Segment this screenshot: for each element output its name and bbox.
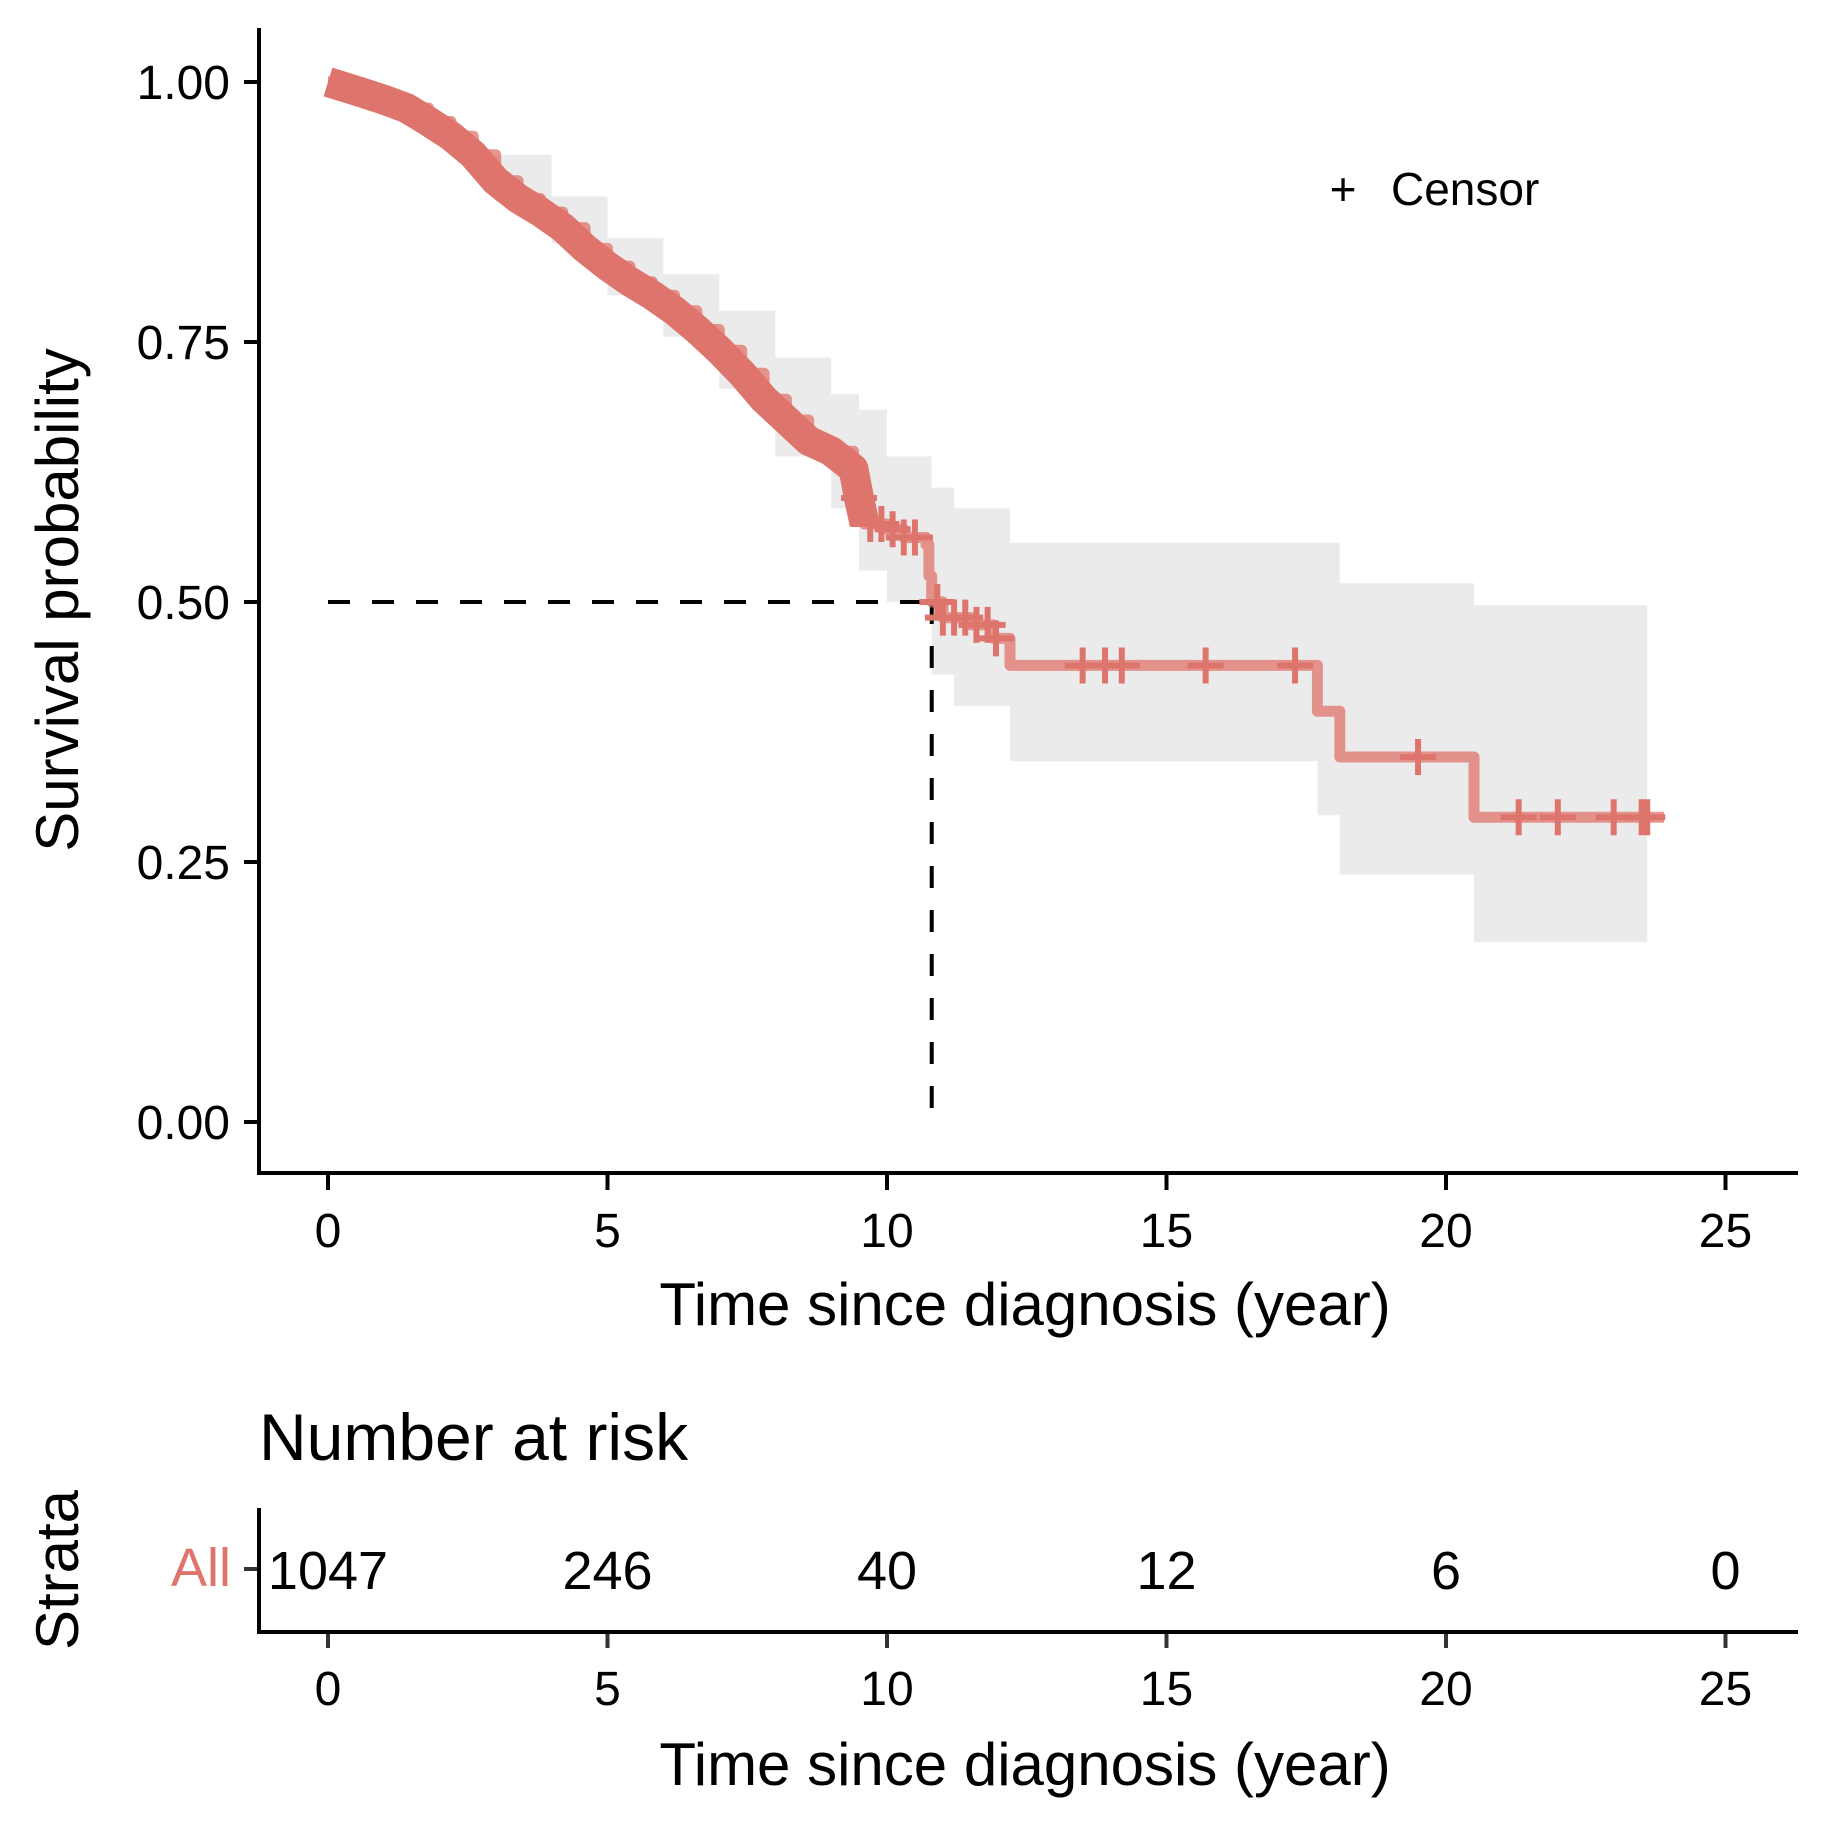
legend-censor-label: Censor [1391, 163, 1539, 215]
y-axis-title: Survival probability [24, 348, 91, 852]
censor-mark [919, 584, 956, 620]
x-tick-label: 15 [1140, 1205, 1193, 1258]
censor-marks [841, 480, 1666, 836]
risk-table-title: Number at risk [259, 1400, 689, 1474]
x-tick-label: 25 [1699, 1205, 1752, 1258]
survival-curve-dense-censor-band [323, 67, 880, 528]
legend: + Censor [1330, 163, 1540, 215]
censor-mark [841, 480, 878, 516]
x-tick-label: 5 [594, 1205, 621, 1258]
ci-band [328, 82, 1648, 943]
censor-mark [1187, 647, 1224, 684]
censor-mark [1400, 738, 1437, 775]
x-tick-label: 20 [1419, 1205, 1472, 1258]
risk-x-axis-ticks: 0 5 10 15 20 25 [315, 1634, 1752, 1716]
censor-mark [896, 519, 933, 556]
risk-x-tick-label: 25 [1699, 1663, 1752, 1716]
x-axis-ticks: 0 5 10 15 20 25 [315, 1175, 1752, 1258]
y-tick-label: 0.25 [137, 837, 230, 890]
y-tick-label: 0.75 [137, 317, 230, 370]
risk-count: 40 [857, 1541, 917, 1601]
legend-censor-symbol: + [1330, 163, 1357, 215]
y-tick-label: 0.00 [137, 1097, 230, 1150]
censor-mark [1500, 799, 1537, 836]
censor-mark [1539, 799, 1576, 836]
censor-mark [1103, 647, 1140, 684]
y-axis-ticks: 0.00 0.25 0.50 0.75 1.00 [137, 57, 259, 1150]
y-tick-label: 0.50 [137, 577, 230, 630]
risk-count: 246 [562, 1541, 652, 1601]
x-tick-label: 0 [315, 1205, 342, 1258]
x-axis-title: Time since diagnosis (year) [659, 1271, 1390, 1338]
risk-count: 6 [1431, 1541, 1461, 1601]
censor-mark [978, 620, 1015, 657]
risk-counts: 1047 246 40 12 6 0 [268, 1541, 1741, 1601]
censor-mark [1629, 799, 1666, 836]
risk-x-tick-label: 15 [1140, 1663, 1193, 1716]
risk-x-axis-title: Time since diagnosis (year) [659, 1731, 1390, 1798]
risk-count: 0 [1710, 1541, 1740, 1601]
risk-strata-label: All [171, 1538, 231, 1598]
median-survival-lines [328, 600, 934, 1122]
risk-x-tick-label: 5 [594, 1663, 621, 1716]
y-tick-label: 1.00 [137, 57, 230, 110]
risk-count: 1047 [268, 1541, 388, 1601]
risk-count: 12 [1136, 1541, 1196, 1601]
risk-x-tick-label: 0 [315, 1663, 342, 1716]
x-tick-label: 10 [860, 1205, 913, 1258]
risk-table-y-title: Strata [24, 1489, 91, 1650]
censor-mark [1277, 647, 1314, 684]
confidence-band [328, 82, 1648, 943]
risk-x-tick-label: 20 [1419, 1663, 1472, 1716]
risk-x-tick-label: 10 [860, 1663, 913, 1716]
